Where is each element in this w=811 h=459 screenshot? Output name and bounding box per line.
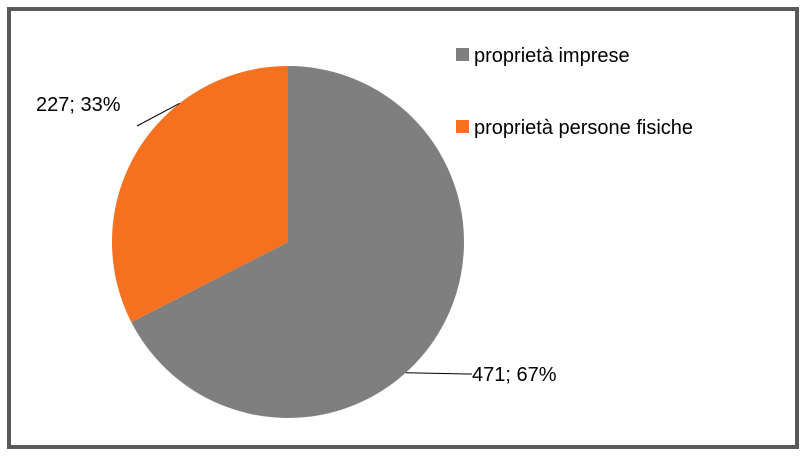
data-label-2: 227; 33%: [36, 94, 121, 116]
data-label-1: 471; 67%: [472, 364, 557, 386]
legend-swatch-2: [456, 120, 469, 133]
pie-slice-1: [131, 66, 464, 418]
legend: proprietà imprese proprietà persone fisic…: [456, 45, 693, 139]
leader-line-2: [136, 102, 180, 127]
leader-lines: [136, 102, 472, 375]
legend-label-1: proprietà imprese: [474, 45, 630, 67]
legend-label-2: proprietà persone fisiche: [474, 117, 693, 139]
legend-swatch-1: [456, 48, 469, 61]
pie-slices: [111, 66, 464, 418]
pie-slice-2: [111, 66, 289, 323]
data-labels: 471; 67% 227; 33%: [36, 94, 557, 386]
leader-line-1: [405, 372, 472, 375]
